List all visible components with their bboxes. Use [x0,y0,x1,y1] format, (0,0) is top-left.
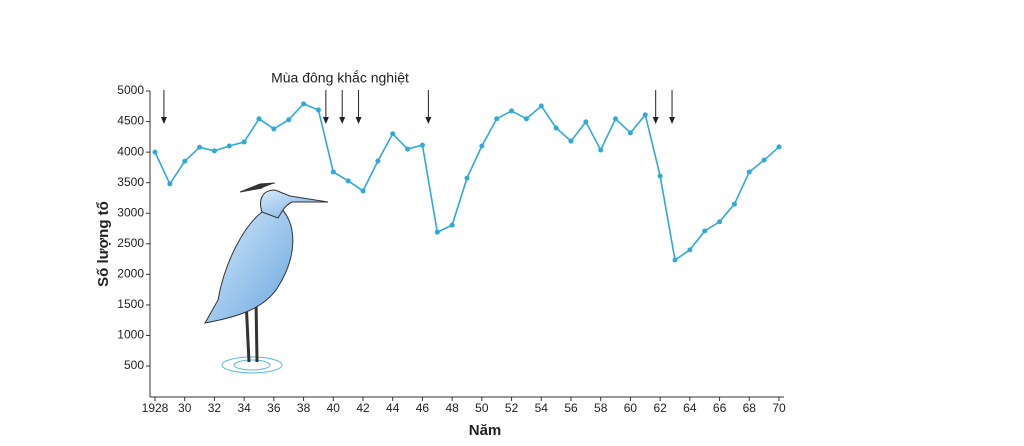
data-point [642,112,648,118]
x-tick-label: 48 [445,401,459,415]
x-tick-label: 1928 [142,401,169,415]
x-tick-label: 50 [475,401,489,415]
data-point [494,116,500,122]
data-point [568,138,574,144]
data-point [197,144,203,150]
x-tick-label: 66 [713,401,727,415]
y-tick-label: 5000 [117,83,144,97]
y-tick-label: 500 [124,358,144,372]
winter-arrowhead [160,117,167,124]
data-point [390,131,396,137]
winter-arrowhead [339,117,346,124]
data-point [315,107,321,113]
data-point [360,188,366,194]
y-tick-label: 2000 [117,267,144,281]
annotation: Mùa đông khắc nghiệt [271,70,409,86]
y-axis-title: Số lượng tổ [95,201,112,287]
y-tick-label: 1500 [117,297,144,311]
data-point [479,143,485,149]
y-tick-label: 2500 [117,236,144,250]
winter-arrowhead [322,117,329,124]
data-point [613,116,619,122]
data-point [271,126,277,132]
data-point [746,169,752,175]
data-point [226,143,232,149]
data-point [330,169,336,175]
data-point [717,219,723,225]
data-point [375,158,381,164]
data-point [627,130,633,136]
y-tick-label: 1000 [117,328,144,342]
x-tick-label: 68 [743,401,757,415]
data-point [182,158,188,164]
y-tick-label: 4000 [117,144,144,158]
heron-illustration [204,182,329,374]
x-tick-label: 34 [237,401,251,415]
x-axis-title: Năm [469,422,502,439]
x-tick-label: 54 [535,401,549,415]
winter-arrowhead [425,117,432,124]
data-point [152,149,158,155]
x-tick-label: 70 [772,401,786,415]
data-point [256,116,262,122]
y-tick-label: 4500 [117,114,144,128]
winter-arrowhead [652,117,659,124]
data-point [405,146,411,152]
y-tick-label: 3000 [117,205,144,219]
x-tick-label: 36 [267,401,281,415]
data-point [167,181,173,187]
data-point [449,222,455,228]
data-point [211,148,217,154]
data-point [509,108,515,114]
x-tick-label: 38 [297,401,311,415]
x-tick-label: 42 [356,401,370,415]
data-point [776,144,782,150]
data-point [464,175,470,181]
winter-arrowhead [669,117,676,124]
data-point [523,116,529,122]
x-tick-label: 30 [178,401,192,415]
winter-arrowhead [355,117,362,124]
x-tick-label: 58 [594,401,608,415]
data-point [687,247,693,253]
x-tick-label: 60 [624,401,638,415]
data-point [345,178,351,184]
data-point [286,117,292,123]
data-point [538,103,544,109]
data-point [419,142,425,148]
data-point [434,229,440,235]
x-tick-label: 46 [416,401,430,415]
data-point [583,119,589,125]
x-tick-label: 64 [683,401,697,415]
x-tick-label: 52 [505,401,519,415]
data-point [301,101,307,107]
data-point [598,147,604,153]
x-tick-label: 32 [208,401,222,415]
data-point [702,228,708,234]
data-point [241,139,247,145]
data-point [761,157,767,163]
x-tick-label: 44 [386,401,400,415]
data-point [672,257,678,263]
data-point [731,201,737,207]
x-tick-label: 56 [564,401,578,415]
y-tick-label: 3500 [117,175,144,189]
x-tick-label: 40 [327,401,341,415]
data-point [553,125,559,131]
x-tick-label: 62 [653,401,667,415]
data-point [657,173,663,179]
